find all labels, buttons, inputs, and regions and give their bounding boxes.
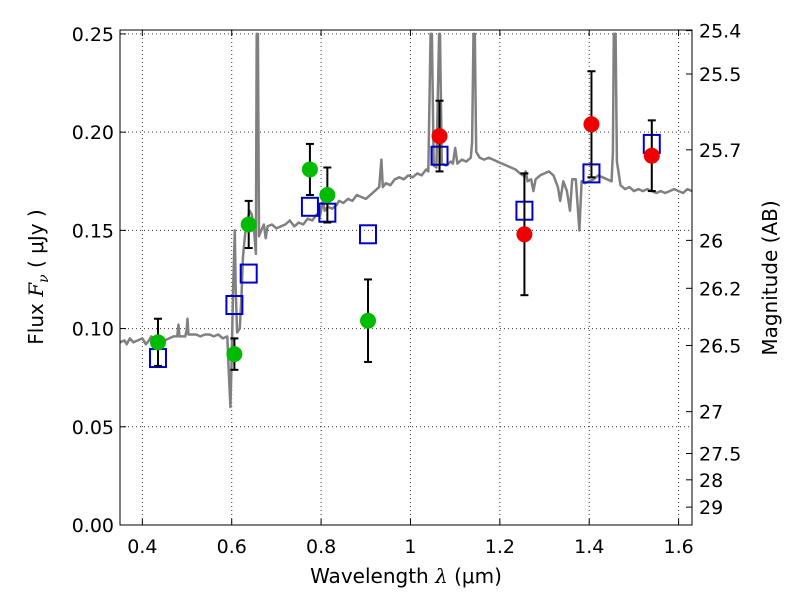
- right-tick-label: 29: [699, 497, 723, 519]
- right-tick-label: 25.5: [699, 64, 741, 86]
- x-tick-label: 1.6: [663, 536, 693, 558]
- right-axis-label: Magnitude (AB): [758, 200, 782, 355]
- model-square: [225, 295, 244, 315]
- right-tick-label: 25.7: [699, 140, 741, 162]
- data-point: [643, 147, 660, 164]
- data-point: [240, 216, 257, 233]
- plot-frame: [119, 29, 693, 526]
- model-square: [300, 196, 319, 217]
- data-point: [226, 346, 243, 363]
- y-tick-label: 0.15: [72, 220, 114, 242]
- data-point: [360, 312, 377, 329]
- right-tick-label: 26: [699, 230, 723, 252]
- y-tick-label: 0.25: [72, 24, 114, 46]
- plot-area: [120, 32, 692, 409]
- right-tick-label: 26.5: [699, 335, 741, 357]
- data-point: [149, 334, 166, 351]
- right-tick-label: 25.4: [699, 21, 741, 43]
- right-tick-label: 28: [699, 470, 723, 492]
- right-tick-label: 27.5: [699, 444, 741, 466]
- data-point: [583, 116, 600, 133]
- x-tick-label: 1.2: [485, 536, 515, 558]
- spectrum-line: [120, 32, 692, 409]
- x-axis-label: Wavelength λ (μm): [310, 564, 502, 588]
- data-point: [319, 187, 336, 203]
- model-square: [359, 224, 378, 245]
- y-tick-label: 0.20: [72, 122, 114, 144]
- right-tick-label: 26.2: [699, 278, 741, 300]
- y-tick-label: 0.05: [72, 417, 114, 439]
- y-axis-label: Flux Fν ( μJy ): [24, 209, 52, 344]
- right-tick-label: 27: [699, 402, 723, 424]
- data-point: [431, 128, 448, 145]
- data-point: [516, 226, 533, 243]
- x-tick-label: 0.8: [306, 536, 336, 558]
- x-tick-label: 1.4: [574, 536, 604, 558]
- x-tick-label: 0.6: [217, 536, 247, 558]
- y-tick-label: 0.10: [72, 319, 114, 341]
- data-point: [301, 161, 318, 178]
- x-tick-label: 1: [404, 536, 416, 558]
- axis-ticks: 0.4 0.6 0.8 1 1.2 1.4 1.6 0.00 0.05 0.10 0.15 0.20 0…: [72, 21, 742, 558]
- model-square: [239, 263, 258, 284]
- y-tick-label: 0.00: [72, 515, 114, 537]
- x-tick-label: 0.4: [127, 536, 157, 558]
